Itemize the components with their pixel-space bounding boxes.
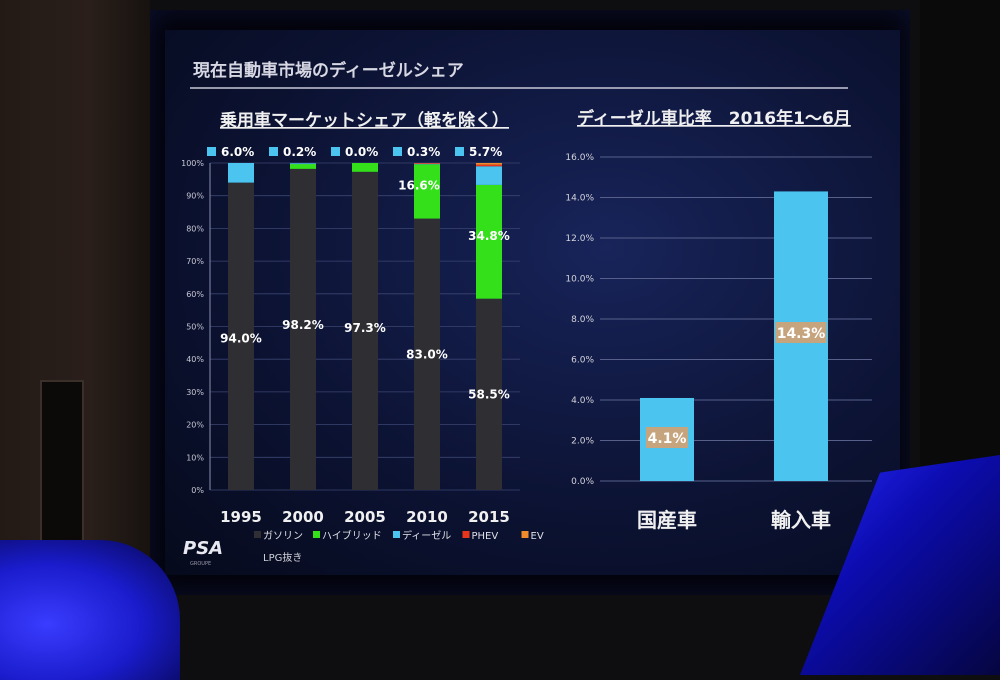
chart1-bar-segment bbox=[414, 163, 440, 164]
chart1-ytick: 20% bbox=[186, 421, 204, 430]
chart1-bar-segment bbox=[290, 163, 316, 169]
chart1-bar-segment bbox=[290, 168, 316, 491]
chart1-label-diesel: 0.2% bbox=[283, 145, 316, 159]
legend-swatch bbox=[393, 531, 400, 538]
chart1-label-hybrid: 34.8% bbox=[468, 229, 510, 243]
chart1-ytick: 0% bbox=[191, 486, 204, 495]
chart1-diesel-marker bbox=[455, 147, 464, 156]
legend-label: ハイブリッド bbox=[322, 529, 382, 542]
chart1-title: 乗用車マーケットシェア（軽を除く） bbox=[219, 110, 509, 131]
chart1-bar-segment bbox=[476, 163, 502, 165]
chart2-ytick: 10.0% bbox=[565, 275, 594, 285]
chart1-bar-segment bbox=[228, 182, 254, 490]
slide-charts: 現在自動車市場のディーゼルシェア 乗用車マーケットシェア（軽を除く） ディーゼル… bbox=[181, 60, 872, 567]
chart2-ytick: 16.0% bbox=[565, 153, 594, 163]
chart1-category: 2010 bbox=[406, 508, 448, 526]
chart1-label-gasoline: 98.2% bbox=[282, 318, 324, 332]
chart2-ytick: 0.0% bbox=[571, 477, 594, 487]
chart1-label-gasoline: 97.3% bbox=[344, 321, 386, 335]
chart1-bar-segment bbox=[352, 163, 378, 172]
chart1-category: 2000 bbox=[282, 508, 324, 526]
chart1-bar-segment bbox=[414, 164, 440, 219]
legend-label: PHEV bbox=[472, 531, 499, 542]
chart1-label-gasoline: 94.0% bbox=[220, 332, 262, 346]
chart1-legend: ガソリン ハイブリッド ディーゼル PHEV EV bbox=[254, 529, 544, 542]
chart1-bar-segment bbox=[290, 163, 316, 165]
chart2-value-label: 14.3% bbox=[777, 326, 826, 342]
chart1-bar-segment bbox=[476, 164, 502, 167]
chart1-ytick: 50% bbox=[186, 323, 204, 332]
chart1-label-hybrid: 16.6% bbox=[398, 178, 440, 192]
legend-swatch bbox=[313, 531, 320, 538]
chart1-ytick: 80% bbox=[186, 224, 204, 233]
chart1-ytick: 60% bbox=[186, 290, 204, 299]
chart1-label-diesel: 6.0% bbox=[221, 145, 254, 159]
chart1-diesel-marker bbox=[269, 147, 278, 156]
chart2-title: ディーゼル車比率 2016年1～6月 bbox=[577, 108, 851, 129]
chart1-ytick: 100% bbox=[181, 159, 204, 168]
chart1-ytick: 90% bbox=[186, 192, 204, 201]
chart1-diesel-marker bbox=[393, 147, 402, 156]
chart2-ytick: 8.0% bbox=[571, 315, 594, 325]
legend-swatch bbox=[521, 531, 529, 538]
chart1-bar-segment bbox=[476, 166, 502, 185]
slide-title: 現在自動車市場のディーゼルシェア bbox=[193, 60, 464, 81]
chart1-ytick: 70% bbox=[186, 257, 204, 266]
psa-logo: PSA bbox=[183, 538, 223, 559]
chart2-ytick: 2.0% bbox=[571, 437, 594, 447]
chart1-category: 2005 bbox=[344, 508, 386, 526]
chart1-label-diesel: 5.7% bbox=[469, 145, 502, 159]
chart1-category: 1995 bbox=[220, 508, 262, 526]
chart1-category: 2015 bbox=[468, 508, 510, 526]
footnote: LPG抜き bbox=[263, 551, 302, 564]
chart2-ytick: 12.0% bbox=[565, 234, 594, 244]
legend-label: EV bbox=[531, 531, 544, 542]
legend-swatch bbox=[254, 531, 261, 538]
chart2-label-box bbox=[775, 322, 827, 343]
diesel-ratio-chart: 0.0% 2.0% 4.0% 6.0% 8.0% 10.0% 12.0% 14.0% 16.0%… bbox=[565, 153, 872, 532]
legend-label: ディーゼル bbox=[402, 529, 451, 542]
chart2-ytick: 14.0% bbox=[565, 194, 594, 204]
chart1-ytick: 40% bbox=[186, 355, 204, 364]
chart2-category: 輸入車 bbox=[771, 508, 831, 532]
chart1-bar-segment bbox=[414, 163, 440, 165]
chart1-bar-segment bbox=[228, 163, 254, 183]
chart1-diesel-marker bbox=[331, 147, 340, 156]
chart1-bar-segment bbox=[352, 171, 378, 491]
chart2-value-label: 4.1% bbox=[648, 431, 687, 447]
stacked-share-chart: 0% 10% 20% 30% 40% 50% 60% 70% 80% 90% 100% 94.0% 6.… bbox=[181, 145, 520, 526]
chart2-ytick: 6.0% bbox=[571, 356, 594, 366]
chart1-bar-segment bbox=[476, 184, 502, 299]
chart1-diesel-marker bbox=[207, 147, 216, 156]
chart2-category: 国産車 bbox=[637, 508, 697, 532]
chart1-label-gasoline: 83.0% bbox=[406, 348, 448, 362]
legend-label: ガソリン bbox=[263, 530, 303, 542]
chart1-label-gasoline: 58.5% bbox=[468, 388, 510, 402]
chart2-label-box bbox=[646, 427, 688, 448]
chart1-bar-segment bbox=[414, 218, 440, 490]
legend-swatch bbox=[462, 531, 470, 538]
chart1-bar-segment bbox=[476, 298, 502, 490]
psa-logo-sub: GROUPE bbox=[190, 561, 211, 567]
chart1-label-diesel: 0.0% bbox=[345, 145, 378, 159]
chart1-ytick: 10% bbox=[186, 453, 204, 462]
chart1-label-diesel: 0.3% bbox=[407, 145, 440, 159]
chart1-ytick: 30% bbox=[186, 388, 204, 397]
chart2-ytick: 4.0% bbox=[571, 396, 594, 406]
stage-light bbox=[0, 540, 180, 680]
